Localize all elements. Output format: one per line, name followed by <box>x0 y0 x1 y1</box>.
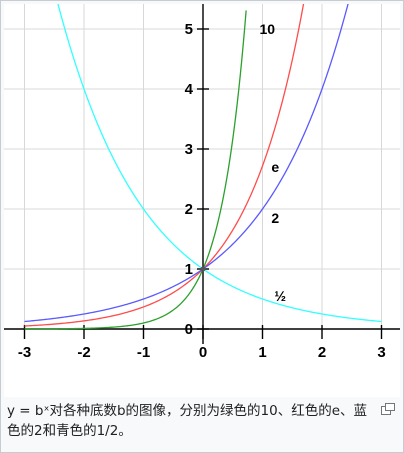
figure-caption: y = bˣ对各种底数b的图像，分别为绿色的10、红色的e、蓝色的2和青色的1/… <box>7 401 377 441</box>
axis-layer: -3 -2 -1 0 1 2 3 0 1 2 3 4 5 <box>4 4 400 361</box>
curve-layer <box>24 4 382 330</box>
y-tick-label: 1 <box>185 261 193 278</box>
series-line-2 <box>24 4 349 323</box>
x-tick-label: 2 <box>318 344 326 361</box>
y-tick-label: 0 <box>185 321 193 338</box>
curve-label: ½ <box>274 288 286 304</box>
curve-label: 10 <box>260 21 276 37</box>
x-tick-label: 3 <box>377 344 385 361</box>
plot-panel: -3 -2 -1 0 1 2 3 0 1 2 3 4 5 10 e 2 ½ <box>4 4 400 397</box>
caption-text: y = bˣ对各种底数b的图像，分别为绿色的10、红色的e、蓝色的2和青色的1/… <box>7 403 367 439</box>
y-tick-label: 3 <box>185 141 193 158</box>
intersection-point <box>200 266 206 272</box>
curve-label: 2 <box>271 210 279 226</box>
series-line-e <box>24 4 305 327</box>
x-tick-label: -1 <box>137 344 150 361</box>
x-tick-label: -3 <box>18 344 31 361</box>
grid-layer <box>4 4 400 334</box>
x-tick-label: 1 <box>258 344 266 361</box>
curve-label: e <box>271 159 279 175</box>
x-tick-label: 0 <box>199 344 207 361</box>
x-tick-label: -2 <box>77 344 90 361</box>
y-tick-label: 2 <box>185 201 193 218</box>
y-tick-label: 5 <box>185 21 193 38</box>
series-line-10 <box>24 10 247 330</box>
label-layer: 10 e 2 ½ <box>260 21 287 304</box>
enlarge-icon[interactable] <box>381 403 395 415</box>
exponential-chart: -3 -2 -1 0 1 2 3 0 1 2 3 4 5 10 e 2 ½ <box>4 4 400 361</box>
series-line-half <box>57 4 382 323</box>
y-tick-label: 4 <box>185 81 194 98</box>
